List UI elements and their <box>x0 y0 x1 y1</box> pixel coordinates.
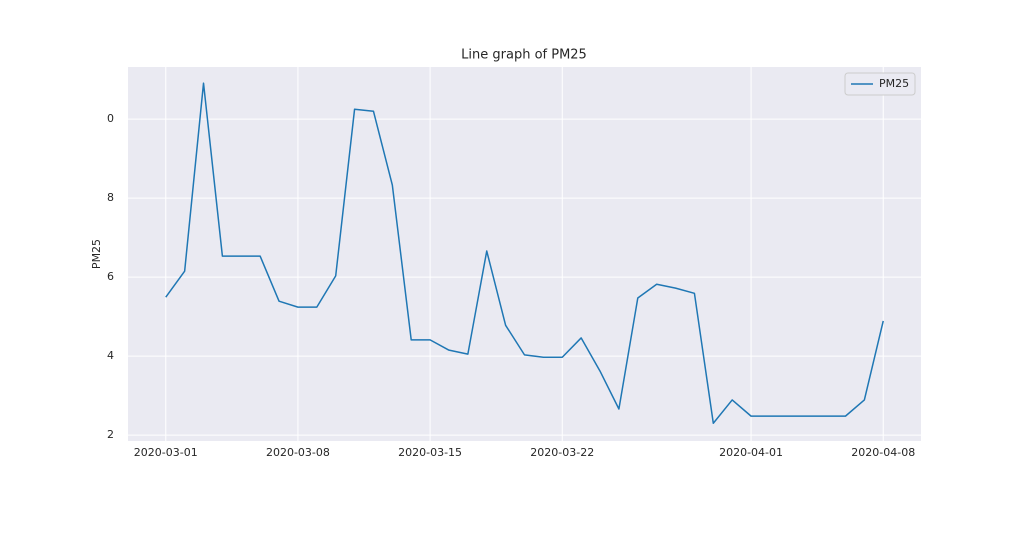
y-tick-label: 8 <box>107 191 114 204</box>
y-tick-label: 2 <box>107 428 114 441</box>
x-tick-label: 2020-04-01 <box>719 446 783 459</box>
x-tick-label: 2020-03-22 <box>530 446 594 459</box>
x-tick-label: 2020-04-08 <box>851 446 915 459</box>
plot-area <box>128 67 921 441</box>
legend-box <box>844 72 916 96</box>
y-tick-label: 0 <box>107 112 114 125</box>
x-tick-label: 2020-03-15 <box>398 446 462 459</box>
y-tick-label: 6 <box>107 270 114 283</box>
y-tick-label: 4 <box>107 349 114 362</box>
y-axis-label: PM25 <box>90 239 103 269</box>
legend-label: PM25 <box>879 77 909 90</box>
chart-title: Line graph of PM25 <box>461 48 587 63</box>
x-tick-label: 2020-03-08 <box>266 446 330 459</box>
x-tick-label: 2020-03-01 <box>134 446 198 459</box>
line <box>165 82 884 424</box>
